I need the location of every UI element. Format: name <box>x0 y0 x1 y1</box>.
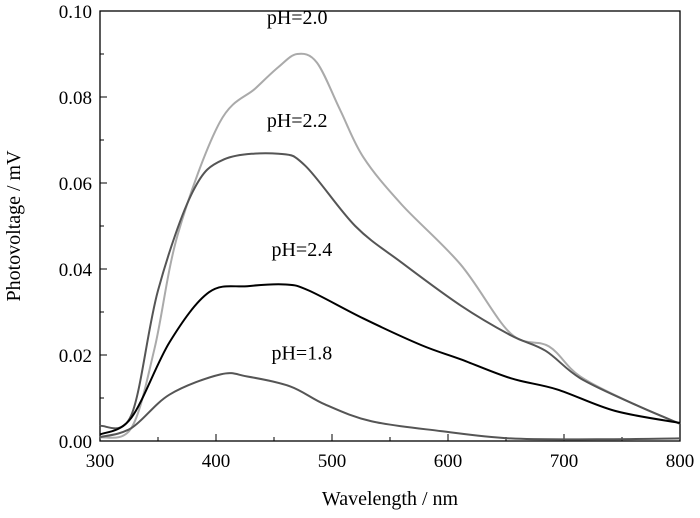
plot-frame <box>99 10 681 442</box>
series-line-pH=2.0 <box>99 52 681 439</box>
series-line-pH=2.4 <box>99 283 681 436</box>
y-tick-label: 0.02 <box>59 346 92 367</box>
y-axis-label: Photovoltage / mV <box>3 150 25 302</box>
x-axis-label: Wavelength / nm <box>322 488 459 510</box>
x-tick-label: 300 <box>86 451 115 472</box>
x-tick-label: 700 <box>550 451 579 472</box>
y-tick-label: 0.00 <box>59 432 92 453</box>
y-tick-label: 0.10 <box>59 2 92 23</box>
y-tick-label: 0.04 <box>59 260 93 281</box>
series-label: pH=2.0 <box>267 7 328 29</box>
x-tick-label: 800 <box>666 451 695 472</box>
series-label: pH=1.8 <box>271 342 332 364</box>
series-line-pH=1.8 <box>99 372 681 441</box>
y-tick-label: 0.08 <box>59 88 92 109</box>
x-tick-label: 500 <box>318 451 347 472</box>
x-tick-label: 600 <box>434 451 463 472</box>
x-tick-label: 400 <box>202 451 231 472</box>
series-label: pH=2.2 <box>267 110 328 132</box>
series-line-pH=2.2 <box>99 152 681 430</box>
series-label: pH=2.4 <box>271 239 332 261</box>
y-tick-label: 0.06 <box>59 174 92 195</box>
